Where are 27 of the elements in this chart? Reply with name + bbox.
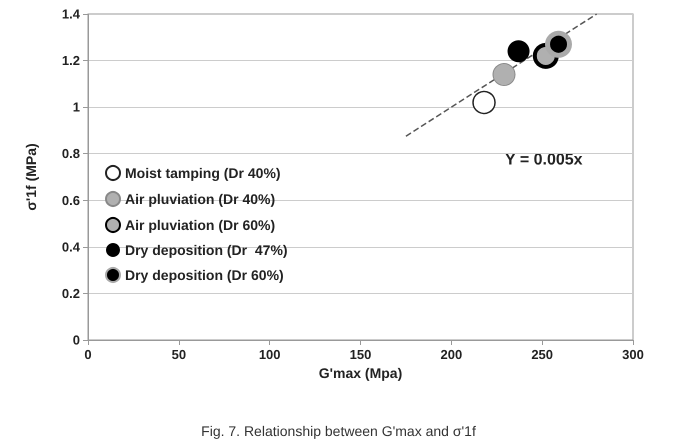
- x-tick-label: 200: [440, 347, 462, 362]
- y-tick-label: 0: [72, 332, 80, 348]
- x-tick-label: 250: [531, 347, 554, 362]
- x-tick-label: 300: [622, 347, 644, 362]
- x-tick-label: 0: [84, 347, 92, 362]
- point: [492, 63, 516, 86]
- y-axis-title: σ'1f (MPa): [23, 143, 39, 211]
- point: [545, 30, 572, 58]
- x-tick-label: 150: [350, 347, 372, 362]
- y-tick-label: 0.4: [62, 239, 81, 254]
- y-tick-label: 1: [72, 100, 80, 115]
- x-tick-label: 100: [258, 347, 281, 362]
- y-tick-label: 0.6: [62, 192, 80, 208]
- point: [508, 40, 530, 62]
- x-tick-label: 50: [172, 347, 186, 362]
- legend-label: Air pluviation (Dr 60%): [125, 217, 276, 233]
- y-tick-label: 1.2: [62, 53, 80, 68]
- x-axis-title: G'max (Mpa): [318, 365, 402, 381]
- legend-label: Moist tamping (Dr 40%): [125, 165, 281, 181]
- legend-label: Dry deposition (Dr 60%): [125, 267, 284, 283]
- legend-label: Air pluviation (Dr 40%): [125, 191, 276, 207]
- point: [472, 90, 496, 114]
- y-tick-label: 0.8: [62, 146, 80, 162]
- legend-label: Dry deposition (Dr 47%): [125, 242, 288, 258]
- y-tick-label: 0.2: [62, 286, 80, 301]
- y-tick-label: 1.4: [62, 6, 81, 22]
- caption: Fig. 7. Relationship between G'max and σ'1f: [201, 423, 476, 439]
